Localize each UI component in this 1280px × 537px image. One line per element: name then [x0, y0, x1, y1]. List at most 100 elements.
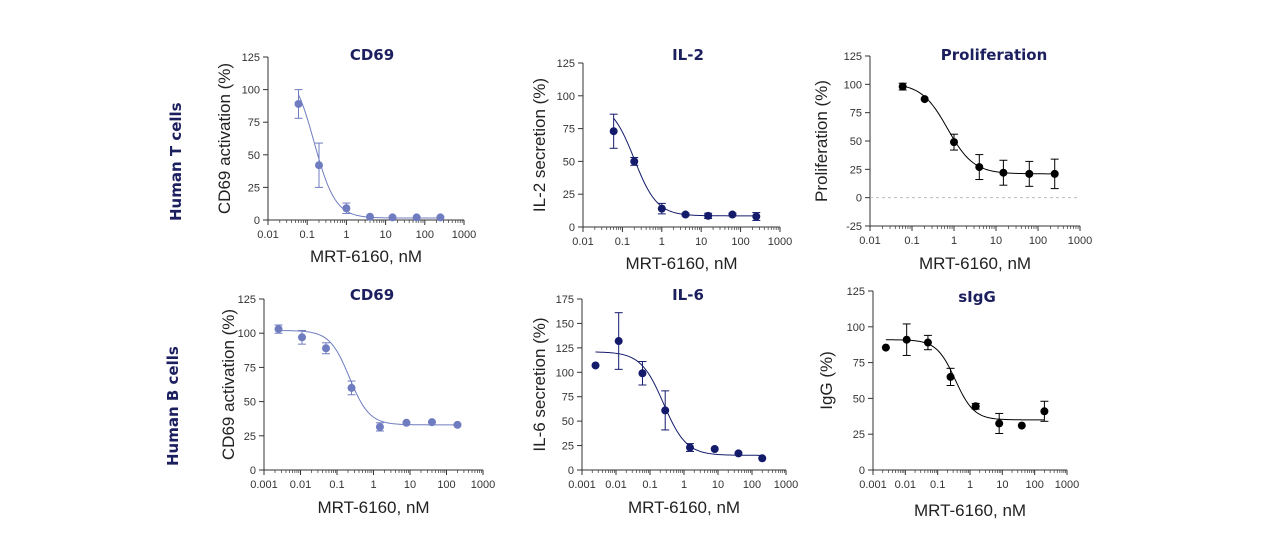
data-point — [758, 454, 766, 462]
x-tick-label: 10 — [379, 229, 391, 241]
data-point — [366, 213, 374, 221]
y-tick-label: 0 — [569, 222, 575, 234]
y-tick-label: 175 — [556, 294, 574, 306]
data-point — [1018, 422, 1026, 430]
y-tick-label: 75 — [562, 392, 574, 404]
y-tick-label: 100 — [556, 367, 574, 379]
y-tick-label: 0 — [568, 465, 574, 477]
data-point — [752, 213, 760, 221]
chart-title: Proliferation — [941, 46, 1048, 64]
x-tick-label: 10 — [712, 479, 724, 491]
x-tick-label: 0.001 — [250, 479, 278, 491]
data-point — [275, 325, 283, 333]
data-point — [453, 421, 461, 429]
y-axis-title: IgG (%) — [817, 351, 836, 410]
x-axis-title: MRT-6160, nM — [914, 501, 1026, 520]
chart-title: IL-6 — [672, 286, 704, 304]
x-tick-label: 100 — [731, 236, 749, 248]
data-point — [402, 419, 410, 427]
x-tick-label: 1 — [659, 236, 665, 248]
data-point — [995, 419, 1003, 427]
y-tick-label: 100 — [242, 85, 260, 97]
y-tick-label: 75 — [563, 124, 575, 136]
fit-curve — [614, 118, 757, 215]
y-tick-label: 75 — [244, 362, 256, 374]
x-axis-title: MRT-6160, nM — [919, 254, 1031, 273]
y-tick-label: 100 — [847, 322, 865, 334]
x-tick-label: 10 — [996, 479, 1008, 491]
data-point — [899, 83, 907, 91]
data-point — [972, 402, 980, 410]
chart-3: Proliferation -25 0 25 50 75 100 125 0.01 0.1 1 10 1… — [812, 46, 1092, 273]
x-axis-title: MRT-6160, nM — [628, 498, 740, 517]
chart-title: IL-2 — [672, 46, 704, 64]
data-point — [376, 423, 384, 431]
x-tick-label: 100 — [1029, 235, 1047, 247]
x-tick-label: 100 — [416, 229, 434, 241]
data-point — [704, 212, 712, 220]
data-point — [1051, 170, 1059, 178]
x-tick-label: 0.001 — [859, 479, 887, 491]
x-tick-label: 1 — [681, 479, 687, 491]
x-tick-label: 1000 — [1055, 479, 1079, 491]
data-point — [592, 361, 600, 369]
y-tick-label: 125 — [844, 51, 862, 63]
y-axis-title: CD69 activation (%) — [215, 63, 234, 214]
x-tick-label: 10 — [695, 236, 707, 248]
row-label-human-b-cells: Human B cells — [164, 346, 182, 466]
data-point — [728, 211, 736, 219]
chart-5: IL-6 0 25 50 75 100 125 150 175 0.001 0.01 0.1 1 10 10… — [530, 286, 798, 517]
y-tick-label: 125 — [556, 343, 574, 355]
data-point — [1025, 170, 1033, 178]
y-tick-label: 50 — [248, 150, 260, 162]
x-tick-label: 0.1 — [904, 235, 919, 247]
fit-curve — [886, 340, 1045, 420]
fit-curve — [299, 95, 441, 218]
data-point — [924, 339, 932, 347]
x-tick-label: 0.1 — [930, 479, 945, 491]
x-tick-label: 100 — [743, 479, 761, 491]
data-point — [882, 344, 890, 352]
y-tick-label: 75 — [853, 358, 865, 370]
y-tick-label: -25 — [846, 221, 862, 233]
data-point — [342, 204, 350, 212]
y-tick-label: 25 — [850, 164, 862, 176]
row-label-human-t-cells: Human T cells — [167, 102, 185, 221]
x-tick-label: 1 — [967, 479, 973, 491]
y-tick-label: 0 — [856, 193, 862, 205]
data-point — [686, 444, 694, 452]
data-point — [734, 449, 742, 457]
x-tick-label: 0.001 — [568, 479, 596, 491]
fit-curve — [279, 331, 458, 425]
figure: Human T cells Human B cells CD69 0 25 50 75 1… — [0, 0, 1280, 532]
x-tick-label: 0.1 — [329, 479, 344, 491]
y-tick-label: 25 — [562, 441, 574, 453]
data-point — [950, 138, 958, 146]
fit-curve — [596, 352, 763, 455]
y-axis-title: CD69 activation (%) — [219, 309, 238, 460]
y-tick-label: 100 — [238, 328, 256, 340]
x-tick-label: 0.1 — [642, 479, 657, 491]
data-point — [921, 95, 929, 103]
data-point — [436, 213, 444, 221]
data-point — [610, 127, 618, 135]
y-tick-label: 125 — [847, 286, 865, 298]
y-tick-label: 50 — [563, 156, 575, 168]
y-tick-label: 0 — [250, 465, 256, 477]
y-tick-label: 125 — [242, 52, 260, 64]
y-tick-label: 100 — [844, 79, 862, 91]
x-axis-title: MRT-6160, nM — [625, 254, 737, 273]
data-point — [975, 163, 983, 171]
x-axis-title: MRT-6160, nM — [317, 498, 429, 517]
y-tick-label: 25 — [563, 189, 575, 201]
y-tick-label: 75 — [248, 117, 260, 129]
x-tick-label: 100 — [437, 479, 455, 491]
data-point — [428, 418, 436, 426]
chart-2: IL-2 0 25 50 75 100 125 0.01 0.1 1 10 100 1000 MRT-61… — [530, 46, 792, 273]
data-point — [630, 157, 638, 165]
y-tick-label: 125 — [557, 58, 575, 70]
x-tick-label: 1 — [370, 479, 376, 491]
y-tick-label: 25 — [853, 429, 865, 441]
x-tick-label: 10 — [990, 235, 1002, 247]
x-tick-label: 0.1 — [615, 236, 630, 248]
